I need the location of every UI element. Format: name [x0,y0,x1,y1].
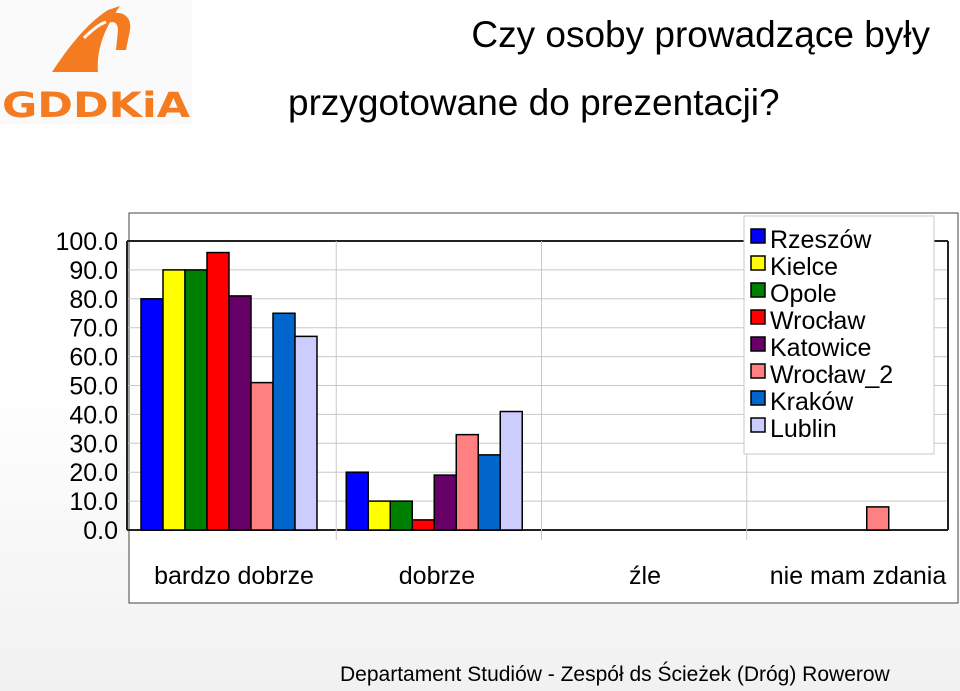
y-tick-label: 70.0 [69,315,118,343]
gddkia-logo-graphic: GDDKiA [2,6,190,126]
bar [477,454,501,531]
logo-road-mark [52,6,131,72]
bar [162,269,186,531]
bar [206,251,230,531]
page-title-line-1: Czy osoby prowadzące były [471,14,930,55]
x-category-label: źle [629,562,661,590]
bar [228,295,252,531]
bar [272,312,296,531]
legend-label: Lublin [770,415,837,443]
bar [345,471,369,531]
y-tick-label: 30.0 [69,430,118,458]
bar [499,410,523,531]
page-title-line-2: przygotowane do prezentacji? [288,82,780,123]
y-tick-label: 40.0 [69,401,118,429]
gddkia-logo: GDDKiA [0,0,192,126]
logo-text: GDDKiA [2,86,190,124]
legend-box [743,215,935,455]
legend-label: Kielce [770,253,838,281]
legend-label: Rzeszów [770,226,872,254]
x-category-label: dobrze [399,562,475,590]
legend-swatch [750,363,766,379]
legend-label: Kraków [770,388,854,416]
bar [294,335,318,531]
bar [367,500,391,531]
legend-swatch [750,282,766,298]
x-category-label: bardzo dobrze [154,562,314,590]
y-tick-label: 90.0 [69,257,118,285]
y-tick-label: 60.0 [69,344,118,372]
legend-label: Opole [770,280,837,308]
bar [250,381,274,531]
legend-swatch [750,417,766,433]
bar [389,500,413,531]
y-tick-label: 80.0 [69,286,118,314]
legend-swatch [750,228,766,244]
bar [455,433,479,531]
bar [866,506,890,531]
bar [140,298,164,531]
legend-label: Wrocław_2 [770,361,893,389]
y-tick-label: 20.0 [69,459,118,487]
y-tick-label: 0.0 [83,517,118,545]
legend-swatch [750,255,766,271]
legend-label: Wrocław [770,307,866,335]
legend-swatch [750,336,766,352]
bar [433,474,457,531]
legend-label: Katowice [770,334,871,362]
y-tick-label: 50.0 [69,373,118,401]
y-tick-label: 100.0 [55,228,118,256]
legend-swatch [750,309,766,325]
bar [411,519,435,531]
y-tick-label: 10.0 [69,488,118,516]
x-category-label: nie mam zdania [770,562,947,590]
legend-swatch [750,390,766,406]
footer-text: Departament Studiów - Zespół ds Ścieżek … [340,663,890,686]
bar [184,269,208,531]
